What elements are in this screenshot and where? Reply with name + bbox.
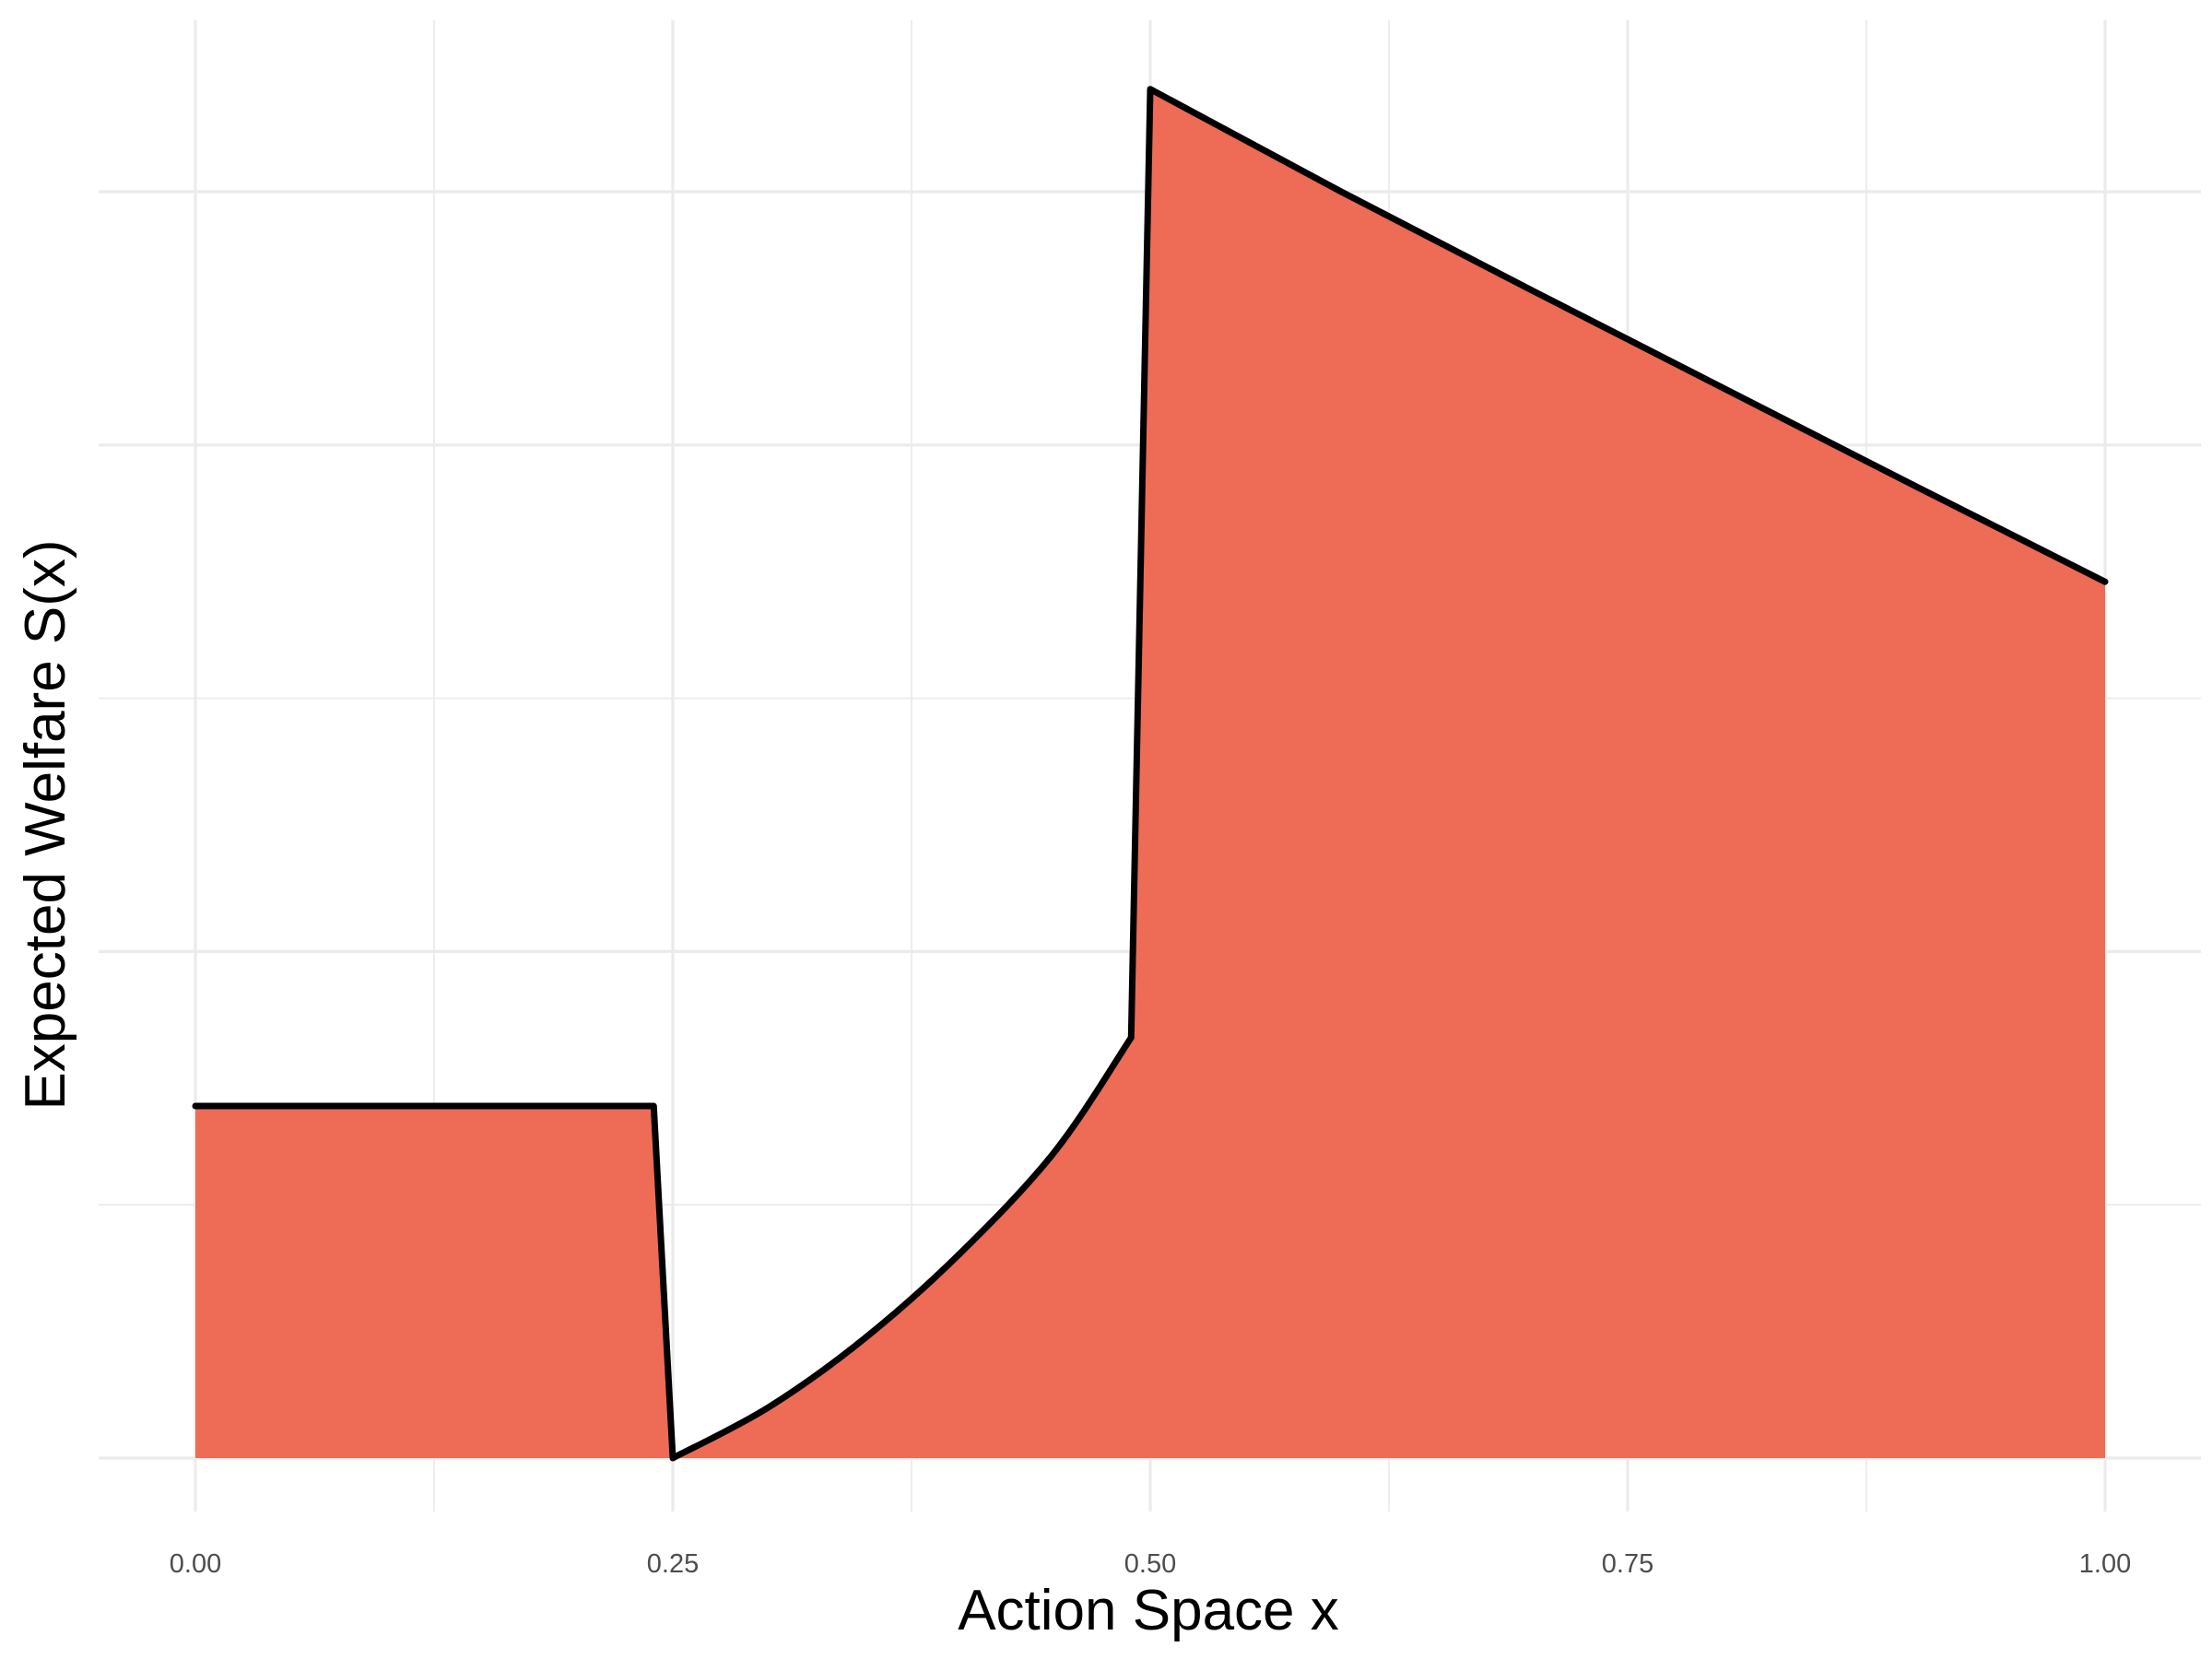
welfare-curve <box>192 86 2109 1462</box>
x-tick-label-1: 0.25 <box>647 1549 699 1579</box>
x-tick-labels: 0.00 0.25 0.50 0.75 1.00 <box>170 1549 2131 1579</box>
x-tick-label-3: 0.75 <box>1602 1549 1653 1579</box>
x-axis-title: Action Space x <box>958 1579 1339 1642</box>
x-tick-label-4: 1.00 <box>2079 1549 2131 1579</box>
welfare-area-fill <box>195 88 2105 1458</box>
y-axis-title: Expected Welfare S(x) <box>14 539 77 1110</box>
x-tick-label-0: 0.00 <box>170 1549 221 1579</box>
welfare-curve-line <box>192 86 2109 1462</box>
x-tick-label-2: 0.50 <box>1124 1549 1176 1579</box>
